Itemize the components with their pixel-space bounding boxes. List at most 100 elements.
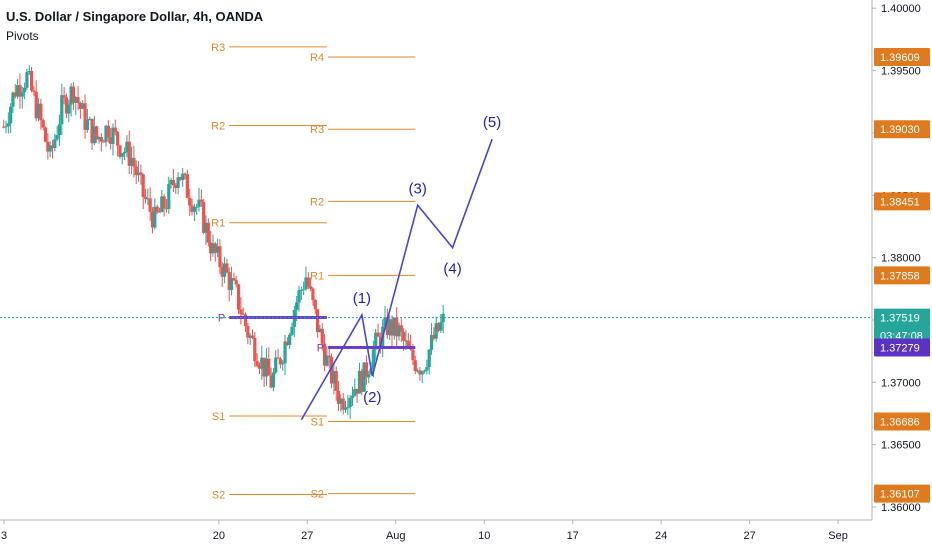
candle-body bbox=[371, 349, 376, 369]
pivot-level-label: S2 bbox=[212, 490, 225, 502]
candle-body bbox=[248, 335, 252, 338]
candle-body bbox=[78, 102, 83, 109]
price-tag-label: 1.36107 bbox=[880, 489, 920, 501]
candle-body bbox=[20, 92, 24, 97]
wave-label: (4) bbox=[443, 261, 461, 278]
candle-body bbox=[260, 357, 264, 369]
candle-body bbox=[185, 174, 189, 198]
candle-body bbox=[148, 198, 152, 212]
candle-body bbox=[316, 309, 320, 333]
candle-body bbox=[257, 366, 262, 369]
candle-body bbox=[213, 243, 217, 253]
candle-body bbox=[302, 289, 306, 291]
candle-body bbox=[439, 322, 443, 331]
candle-body bbox=[218, 246, 222, 268]
candle-body bbox=[64, 97, 69, 114]
candle-body bbox=[62, 95, 66, 98]
candle-body bbox=[422, 370, 427, 372]
candle-body bbox=[134, 166, 138, 176]
candle-body bbox=[271, 372, 276, 388]
candle-body bbox=[367, 374, 371, 378]
candle-body bbox=[97, 136, 101, 140]
y-tick-label: 1.36000 bbox=[881, 502, 921, 514]
candle-body bbox=[402, 331, 406, 341]
candle-body bbox=[4, 126, 8, 128]
candle-body bbox=[85, 119, 89, 130]
candle-body bbox=[320, 328, 324, 344]
candle-body bbox=[111, 127, 115, 144]
candle-body bbox=[350, 395, 355, 398]
candle-body bbox=[197, 199, 201, 207]
candle-body bbox=[236, 284, 241, 310]
candle-body bbox=[109, 137, 113, 144]
candle-body bbox=[390, 319, 394, 336]
price-tag bbox=[874, 120, 930, 139]
y-tick-label: 1.37000 bbox=[881, 377, 921, 389]
candle-body bbox=[341, 398, 345, 410]
candle-body bbox=[239, 309, 243, 315]
candle-body bbox=[362, 362, 366, 392]
pivot-level-label: R2 bbox=[211, 120, 225, 132]
candle-body bbox=[102, 141, 106, 143]
candle-body bbox=[250, 335, 255, 339]
candle-body bbox=[385, 317, 389, 336]
x-tick-label: 27 bbox=[301, 530, 313, 542]
candle-body bbox=[46, 141, 50, 152]
candle-body bbox=[436, 323, 441, 331]
candle-body bbox=[55, 135, 59, 140]
candle-body bbox=[220, 267, 224, 277]
candle-body bbox=[27, 70, 31, 73]
candle-body bbox=[211, 243, 215, 254]
candle-body bbox=[418, 370, 422, 375]
candle-body bbox=[192, 207, 196, 212]
candle-body bbox=[171, 179, 176, 186]
candle-body bbox=[216, 246, 220, 253]
pivot-level-label: R3 bbox=[310, 124, 324, 136]
candle-body bbox=[162, 196, 166, 209]
candle-body bbox=[190, 205, 194, 212]
candle-body bbox=[129, 157, 134, 166]
candle-body bbox=[429, 335, 434, 350]
pivot-level-label: R1 bbox=[211, 218, 225, 230]
candle-body bbox=[297, 290, 301, 303]
candle-body bbox=[311, 288, 315, 301]
candle-body bbox=[420, 371, 424, 375]
x-tick-label: Aug bbox=[386, 530, 406, 542]
candle-body bbox=[241, 314, 245, 316]
candle-body bbox=[269, 375, 273, 388]
candle-body bbox=[88, 118, 92, 120]
price-tag bbox=[874, 484, 930, 503]
x-tick-label: Sep bbox=[828, 530, 848, 542]
candle-body bbox=[53, 139, 57, 149]
candle-body bbox=[150, 211, 155, 228]
candle-body bbox=[127, 141, 131, 166]
price-tag bbox=[874, 266, 930, 285]
candle-body bbox=[427, 349, 431, 368]
candle-body bbox=[204, 222, 208, 233]
wave-label: (2) bbox=[363, 389, 381, 406]
candle-body bbox=[206, 222, 210, 243]
candle-body bbox=[39, 103, 43, 121]
candle-body bbox=[157, 211, 162, 213]
pivot-level-label: S1 bbox=[212, 411, 225, 423]
candle-body bbox=[243, 314, 248, 326]
candle-body bbox=[278, 358, 282, 365]
candle-body bbox=[169, 179, 173, 185]
candle-body bbox=[299, 289, 303, 291]
candle-body bbox=[246, 325, 250, 338]
candle-body bbox=[16, 85, 20, 97]
candle-body bbox=[383, 317, 387, 327]
candle-body bbox=[322, 343, 327, 366]
y-tick-label: 1.36500 bbox=[881, 440, 921, 452]
candle-body bbox=[397, 325, 401, 337]
candle-body bbox=[183, 173, 187, 175]
candle-body bbox=[6, 123, 10, 127]
candle-body bbox=[255, 361, 259, 367]
candle-body bbox=[376, 332, 380, 337]
candle-body bbox=[304, 277, 308, 290]
candle-body bbox=[234, 280, 238, 285]
price-tag-label: 1.39030 bbox=[880, 124, 920, 136]
candle-body bbox=[2, 126, 6, 128]
x-tick-label: 3 bbox=[1, 530, 7, 542]
